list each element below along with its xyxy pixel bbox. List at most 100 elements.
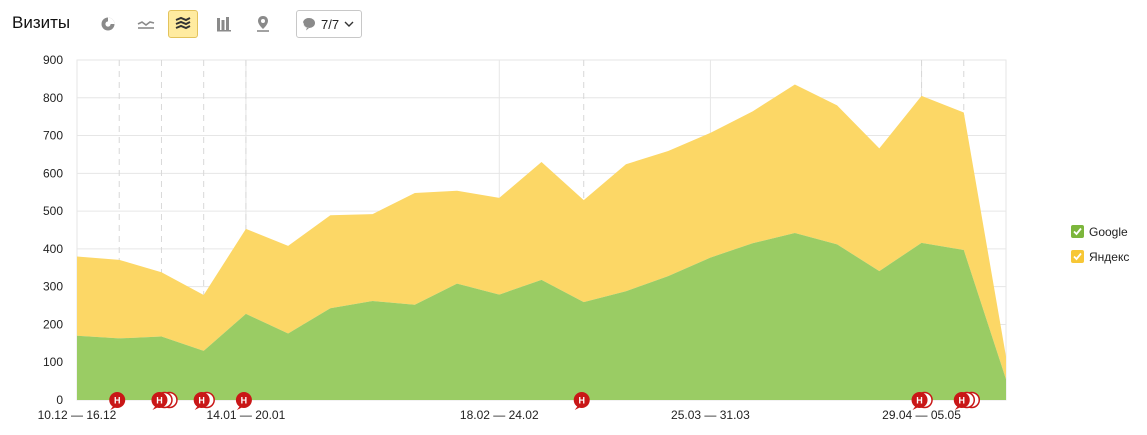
data-point-yandex	[371, 212, 375, 216]
annotation-tail	[110, 406, 117, 410]
data-point-yandex	[1004, 355, 1008, 359]
data-point-yandex	[286, 244, 290, 248]
annotation-circle	[151, 392, 168, 408]
data-point-google	[920, 241, 924, 245]
annotation-marker[interactable]: Н	[953, 391, 981, 410]
data-point-google	[159, 335, 163, 339]
data-point-yandex	[413, 191, 417, 195]
bar-chart-icon	[217, 17, 231, 32]
annotation-label: Н	[959, 396, 966, 406]
x-tick-label: 18.02 — 24.02	[460, 408, 539, 422]
data-point-google	[117, 336, 121, 340]
y-tick-label: 300	[43, 280, 63, 294]
y-tick-label: 500	[43, 204, 63, 218]
data-point-google	[244, 312, 248, 316]
checkbox-google[interactable]	[1071, 225, 1084, 238]
y-tick-label: 400	[43, 242, 63, 256]
data-point-yandex	[666, 149, 670, 153]
data-point-yandex	[962, 111, 966, 115]
x-tick-label: 29.04 — 05.05	[882, 408, 961, 422]
data-point-google	[624, 289, 628, 293]
data-point-yandex	[455, 189, 459, 193]
y-tick-label: 700	[43, 129, 63, 143]
data-point-yandex	[244, 227, 248, 231]
annotation-label: Н	[198, 396, 205, 406]
data-point-google	[413, 303, 417, 307]
chart-legend: Google Яндекс	[1071, 222, 1129, 272]
data-point-yandex	[582, 198, 586, 202]
annotation-tail	[194, 406, 201, 410]
annotation-marker[interactable]: Н	[911, 391, 933, 410]
chart-toolbar: Визиты	[0, 0, 1147, 48]
segments-dropdown[interactable]: 7/7	[296, 10, 362, 38]
map-button[interactable]	[248, 10, 278, 38]
data-point-google	[540, 278, 544, 282]
data-point-google	[202, 349, 206, 353]
comment-icon	[303, 18, 315, 31]
annotation-marker[interactable]: Н	[151, 391, 178, 410]
annotation-tail	[574, 406, 581, 410]
area-stacked-icon	[175, 16, 191, 30]
data-point-google	[286, 332, 290, 336]
check-icon	[1073, 227, 1082, 236]
line-chart-icon	[137, 21, 155, 29]
data-point-google	[962, 248, 966, 252]
annotation-marker[interactable]: Н	[573, 392, 590, 410]
data-point-yandex	[540, 160, 544, 164]
y-tick-label: 0	[56, 393, 63, 407]
data-point-google	[877, 269, 881, 273]
annotation-tail	[152, 406, 159, 410]
series-area-yandex	[77, 84, 1006, 380]
area-chart-button[interactable]	[168, 10, 198, 38]
annotation-circle	[911, 392, 928, 408]
annotation-tail	[954, 406, 961, 410]
annotation-label: Н	[241, 396, 248, 406]
y-tick-label: 800	[43, 91, 63, 105]
data-point-google	[708, 256, 712, 260]
data-point-google	[497, 293, 501, 297]
series-area-google	[77, 233, 1006, 400]
segments-count: 7/7	[321, 16, 340, 32]
annotation-label: Н	[916, 396, 923, 406]
annotation-label: Н	[578, 396, 585, 406]
x-tick-label: 25.03 — 31.03	[671, 408, 750, 422]
annotation-marker[interactable]: Н	[235, 392, 252, 410]
data-point-yandex	[835, 103, 839, 107]
data-point-google	[1004, 377, 1008, 381]
data-point-yandex	[328, 213, 332, 217]
line-chart-button[interactable]	[131, 10, 161, 38]
annotation-tail	[236, 406, 243, 410]
check-icon	[1073, 252, 1082, 261]
legend-label-google: Google	[1089, 224, 1128, 239]
data-point-google	[328, 306, 332, 310]
checkbox-yandex[interactable]	[1071, 250, 1084, 263]
data-point-google	[666, 274, 670, 278]
data-point-yandex	[751, 109, 755, 113]
pie-chart-icon	[101, 17, 115, 31]
annotation-label: Н	[114, 396, 121, 406]
annotation-circle	[235, 392, 252, 408]
data-point-google	[75, 334, 79, 338]
pie-chart-button[interactable]	[93, 10, 123, 38]
data-point-yandex	[920, 94, 924, 98]
annotation-marker[interactable]: Н	[109, 392, 126, 410]
data-point-google	[793, 231, 797, 235]
legend-item-yandex[interactable]: Яндекс	[1071, 247, 1129, 266]
data-point-google	[582, 300, 586, 304]
y-tick-label: 600	[43, 166, 63, 180]
x-tick-label: 10.12 — 16.12	[38, 408, 117, 422]
annotation-label: Н	[156, 396, 163, 406]
data-point-yandex	[202, 293, 206, 297]
annotation-marker[interactable]: Н	[193, 391, 215, 410]
y-tick-label: 900	[43, 53, 63, 67]
chart-title: Визиты	[12, 13, 71, 32]
y-tick-label: 200	[43, 317, 63, 331]
y-tick-label: 100	[43, 355, 63, 369]
data-point-yandex	[159, 270, 163, 274]
legend-item-google[interactable]: Google	[1071, 222, 1129, 241]
map-icon	[257, 16, 269, 32]
bar-chart-button[interactable]	[209, 10, 239, 38]
annotation-circle	[573, 392, 590, 408]
visits-area-chart: 0 100 200 300 400 500 600 700 800 900 10.12 — 16.1…	[38, 53, 1008, 422]
data-point-yandex	[75, 254, 79, 258]
